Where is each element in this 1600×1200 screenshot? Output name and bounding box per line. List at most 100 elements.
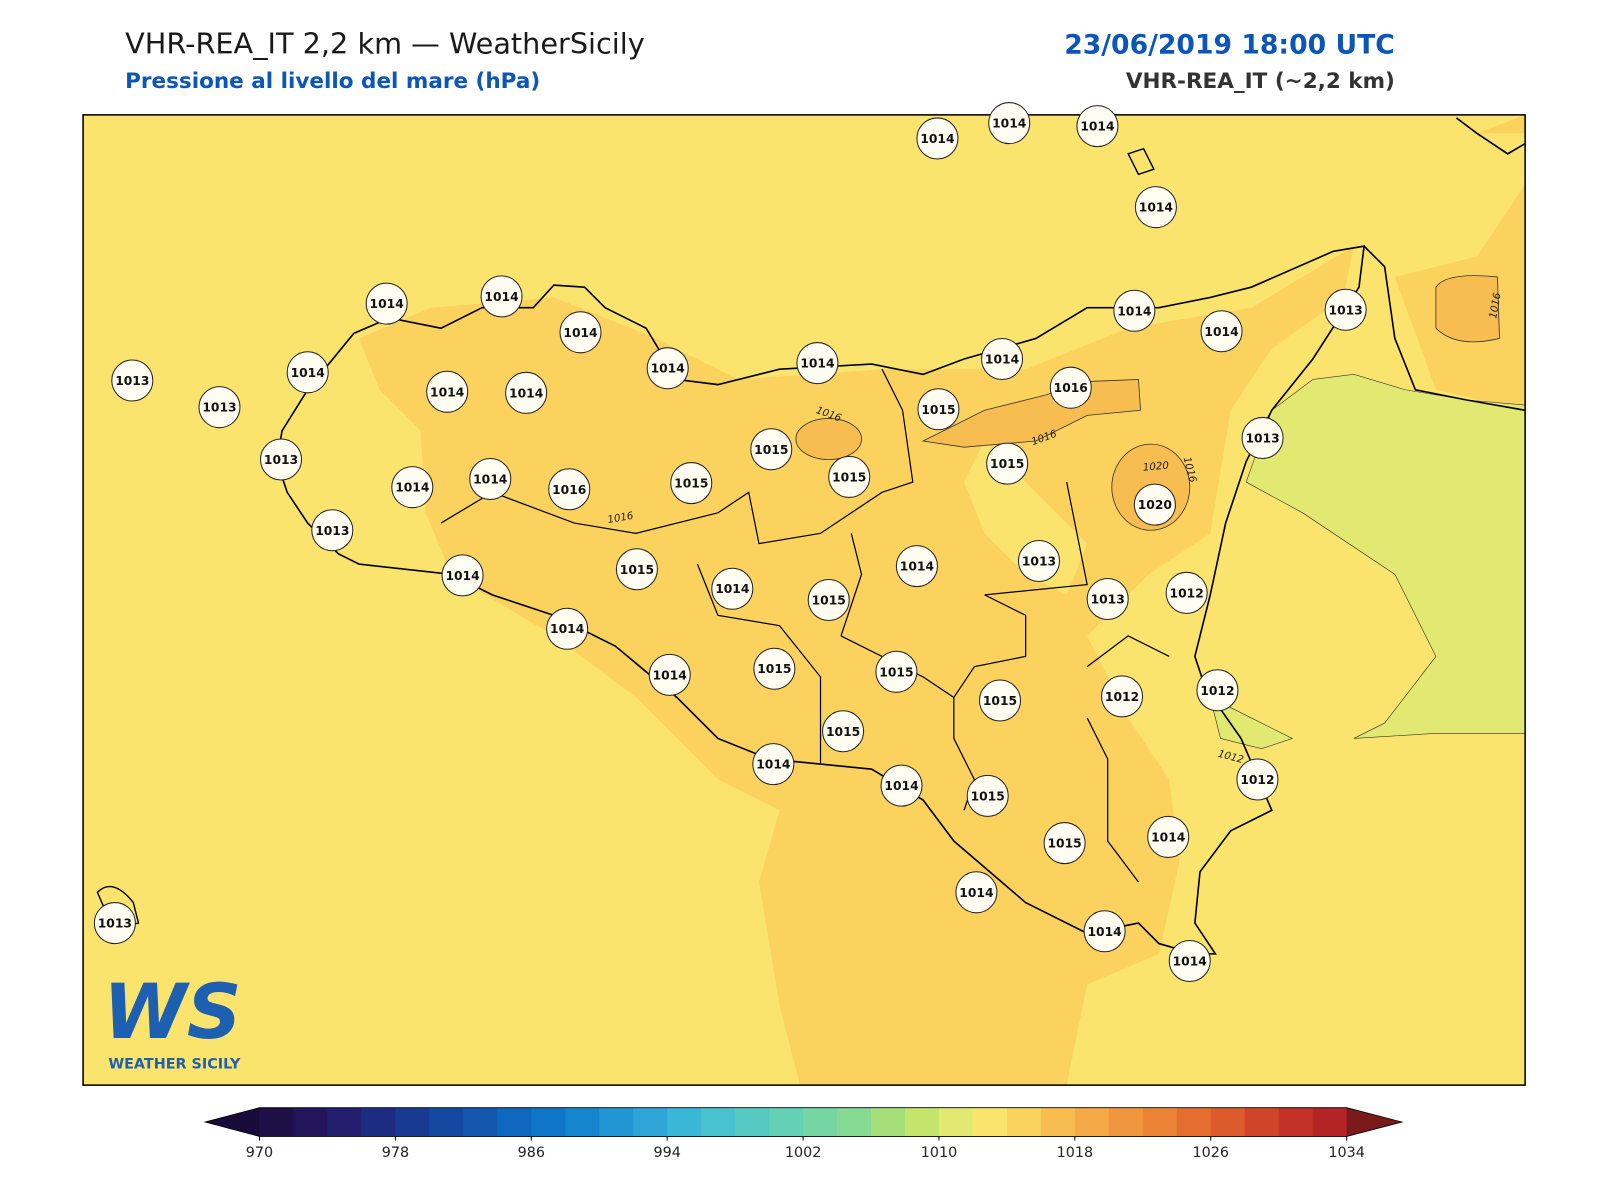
station-marker (311, 509, 354, 552)
colorbar-segment (1108, 1107, 1144, 1137)
station-value: 1014 (1151, 830, 1185, 844)
station-value: 1012 (1105, 690, 1139, 704)
station-marker (916, 117, 959, 160)
station-value: 1014 (395, 481, 429, 495)
colorbar-tick-label: 986 (518, 1145, 545, 1161)
colorbar-segment (633, 1107, 668, 1137)
station-value: 1014 (756, 758, 790, 772)
colorbar-segment (1142, 1107, 1178, 1137)
colorbar-segment (871, 1107, 906, 1137)
logo-mark: WS (103, 968, 241, 1056)
station: 1015 (978, 679, 1022, 722)
station-value: 1014 (920, 132, 954, 146)
station: 1014 (505, 371, 548, 414)
contour-label: 1020 (1142, 460, 1169, 474)
station-marker (546, 607, 589, 650)
station: 1015 (966, 774, 1009, 817)
station-marker (670, 462, 713, 505)
station-value: 1014 (651, 362, 685, 376)
station-value: 1014 (985, 353, 1019, 367)
station: 1014 (1200, 310, 1243, 353)
pressure-area (1245, 374, 1526, 739)
colorbar-segment (259, 1107, 294, 1137)
subtitle: Pressione al livello del mare (hPa) (125, 69, 540, 94)
station-marker (752, 743, 795, 786)
station-value: 1014 (1080, 120, 1114, 134)
station: 1015 (822, 710, 865, 753)
colorbar-segment (293, 1107, 328, 1137)
station-value: 1014 (370, 297, 404, 311)
station-value: 1014 (473, 473, 507, 487)
station-marker (1043, 822, 1086, 865)
station-marker (469, 457, 512, 500)
station-value: 1013 (202, 401, 236, 415)
station: 1014 (1134, 186, 1177, 229)
station-marker (648, 653, 691, 696)
station: 1013 (1086, 577, 1129, 620)
station: 1015 (807, 578, 850, 622)
colorbar-segment (735, 1107, 770, 1137)
station-value: 1014 (1139, 201, 1173, 215)
station-value: 1015 (921, 403, 955, 417)
station: 1014 (1168, 940, 1211, 983)
station-value: 1014 (445, 569, 479, 583)
station: 1014 (916, 117, 959, 160)
station-marker (978, 679, 1022, 722)
station-value: 1015 (879, 665, 913, 679)
station-value: 1014 (563, 326, 597, 340)
pressure-area (1209, 696, 1294, 750)
station-marker (646, 347, 689, 390)
datetime: 23/06/2019 18:00 UTC (1064, 29, 1395, 60)
station-marker (111, 359, 154, 402)
map-area: WS WEATHER SICILY (83, 114, 1526, 1086)
station-value: 1012 (1240, 773, 1274, 787)
station: 1012 (1236, 758, 1279, 801)
station-marker (750, 428, 793, 471)
station-value: 1015 (674, 477, 708, 491)
pressure-area (358, 246, 1354, 1086)
station-value: 1014 (1204, 325, 1238, 339)
station: 1013 (111, 359, 154, 402)
colorbar-segment (1074, 1107, 1110, 1137)
station: 1012 (1101, 675, 1144, 718)
station: 1014 (1147, 815, 1190, 858)
station-value: 1014 (992, 117, 1026, 131)
station-marker (1165, 571, 1208, 614)
station-value: 1014 (550, 622, 584, 636)
station: 1014 (981, 337, 1024, 380)
station: 1014 (559, 311, 602, 354)
station-marker (1017, 540, 1060, 583)
station-value: 1013 (1091, 593, 1125, 607)
station-value: 1013 (98, 917, 132, 931)
station-marker (505, 371, 548, 414)
station-value: 1014 (715, 582, 749, 596)
station: 1015 (753, 647, 796, 690)
station: 1013 (198, 386, 241, 429)
station: 1014 (286, 351, 329, 394)
station-marker (753, 647, 796, 690)
station: 1014 (391, 466, 434, 509)
station-value: 1014 (900, 560, 934, 574)
colorbar-segment (1312, 1107, 1348, 1137)
station-marker (365, 282, 408, 325)
station: 1015 (875, 650, 918, 693)
station-value: 1015 (990, 457, 1024, 471)
station-marker (1147, 815, 1190, 858)
station-marker (875, 650, 918, 693)
station-marker (480, 275, 523, 318)
colorbar-tick-label: 1018 (1057, 1145, 1094, 1161)
island (96, 147, 1155, 930)
station-marker (1049, 366, 1092, 409)
station: 1015 (917, 388, 960, 431)
station-value: 1012 (1170, 586, 1204, 600)
colorbar-segment (565, 1107, 600, 1137)
station-marker (1076, 105, 1119, 148)
station-marker (559, 311, 602, 354)
station: 1014 (711, 567, 754, 610)
province-border (440, 368, 1170, 883)
station-marker (828, 455, 871, 498)
station-value: 1014 (884, 779, 918, 793)
colorbar-extend-low (205, 1107, 260, 1137)
station: 1014 (1076, 105, 1119, 148)
station: 1015 (1043, 822, 1086, 865)
